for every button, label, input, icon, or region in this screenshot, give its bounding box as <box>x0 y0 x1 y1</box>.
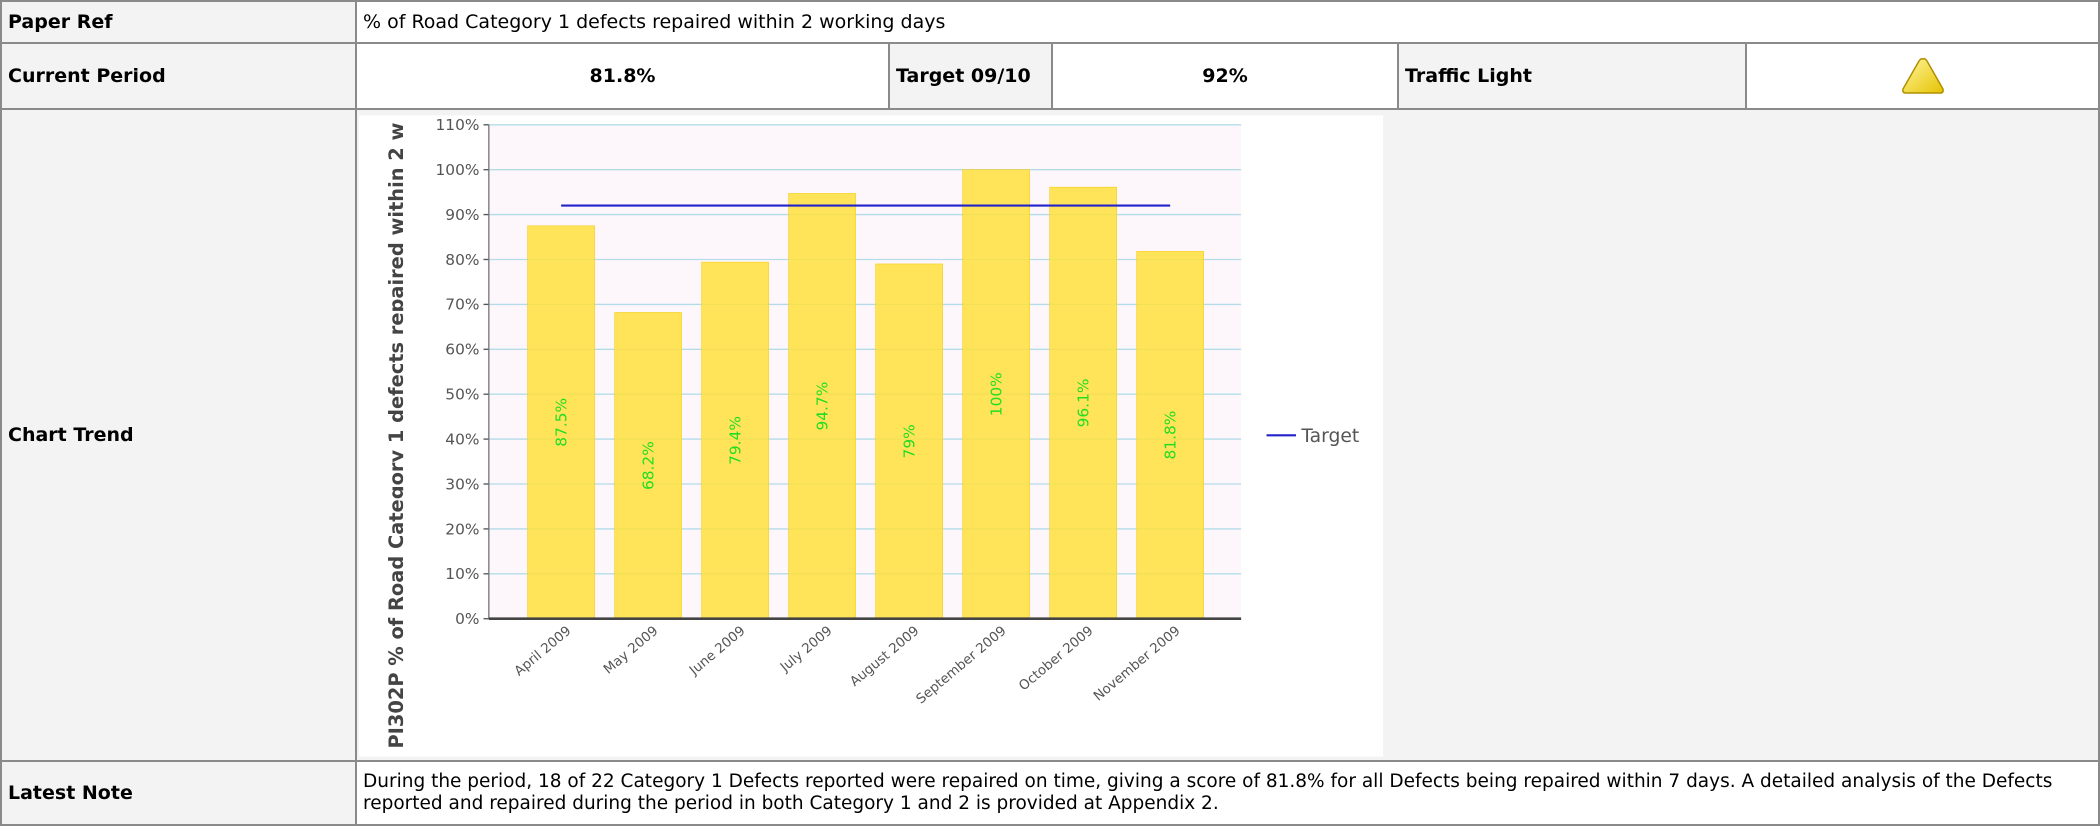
value-cell: % of Road Category 1 defects repaired wi… <box>355 0 2100 44</box>
traffic-light-icon <box>1901 58 1944 94</box>
y-tick-label: 40% <box>445 430 479 448</box>
chart: 0% 10% 20% 30% 40% 50% 60% 70% 80% 90% 100% 110% 87.… <box>359 115 1383 757</box>
bar <box>1136 251 1204 620</box>
label-cell: Chart Trend <box>0 108 357 762</box>
y-tick-label: 20% <box>445 520 479 538</box>
data-label: 96.1% <box>1075 379 1093 428</box>
bar <box>701 261 769 620</box>
data-label: 79% <box>901 424 919 458</box>
label-cell: Latest Note <box>0 760 357 826</box>
data-label: 87.5% <box>552 398 570 447</box>
label-cell: Current Period <box>0 42 357 110</box>
data-label: 100% <box>988 372 1006 416</box>
bar <box>1049 186 1117 620</box>
y-tick-label: 90% <box>445 206 479 224</box>
bar <box>527 225 595 620</box>
traffic-light-cell <box>1745 42 2100 110</box>
y-tick-label: 0% <box>455 610 479 628</box>
data-label: 94.7% <box>813 382 831 431</box>
y-tick-label: 110% <box>436 116 480 134</box>
plot-area <box>488 124 1242 619</box>
label-cell: Traffic Light <box>1397 42 1747 110</box>
data-label: 79.4% <box>726 416 744 465</box>
label-cell: Target 09/10 <box>888 42 1053 110</box>
data-label: 68.2% <box>639 441 657 490</box>
y-tick-label: 70% <box>445 296 479 314</box>
value-cell: 92% <box>1051 42 1399 110</box>
y-tick-label: 60% <box>445 341 479 359</box>
value-cell: 81.8% <box>355 42 890 110</box>
y-tick-label: 100% <box>436 161 480 179</box>
y-axis-title: PI302P % of Road Category 1 defects repa… <box>385 122 408 748</box>
bar <box>875 263 943 620</box>
bar <box>788 193 856 620</box>
bar <box>614 312 682 620</box>
note-cell: During the period, 18 of 22 Category 1 D… <box>355 760 2100 826</box>
data-label: 81.8% <box>1162 411 1180 460</box>
y-tick-label: 30% <box>445 475 479 493</box>
bar <box>962 169 1030 620</box>
y-tick-label: 80% <box>445 251 479 269</box>
y-tick-label: 50% <box>445 386 479 404</box>
label-cell: Paper Ref <box>0 0 357 44</box>
legend-label: Target <box>1300 426 1359 447</box>
y-tick-label: 10% <box>445 565 479 583</box>
